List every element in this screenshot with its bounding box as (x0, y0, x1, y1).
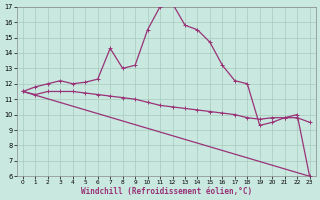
X-axis label: Windchill (Refroidissement éolien,°C): Windchill (Refroidissement éolien,°C) (81, 187, 252, 196)
